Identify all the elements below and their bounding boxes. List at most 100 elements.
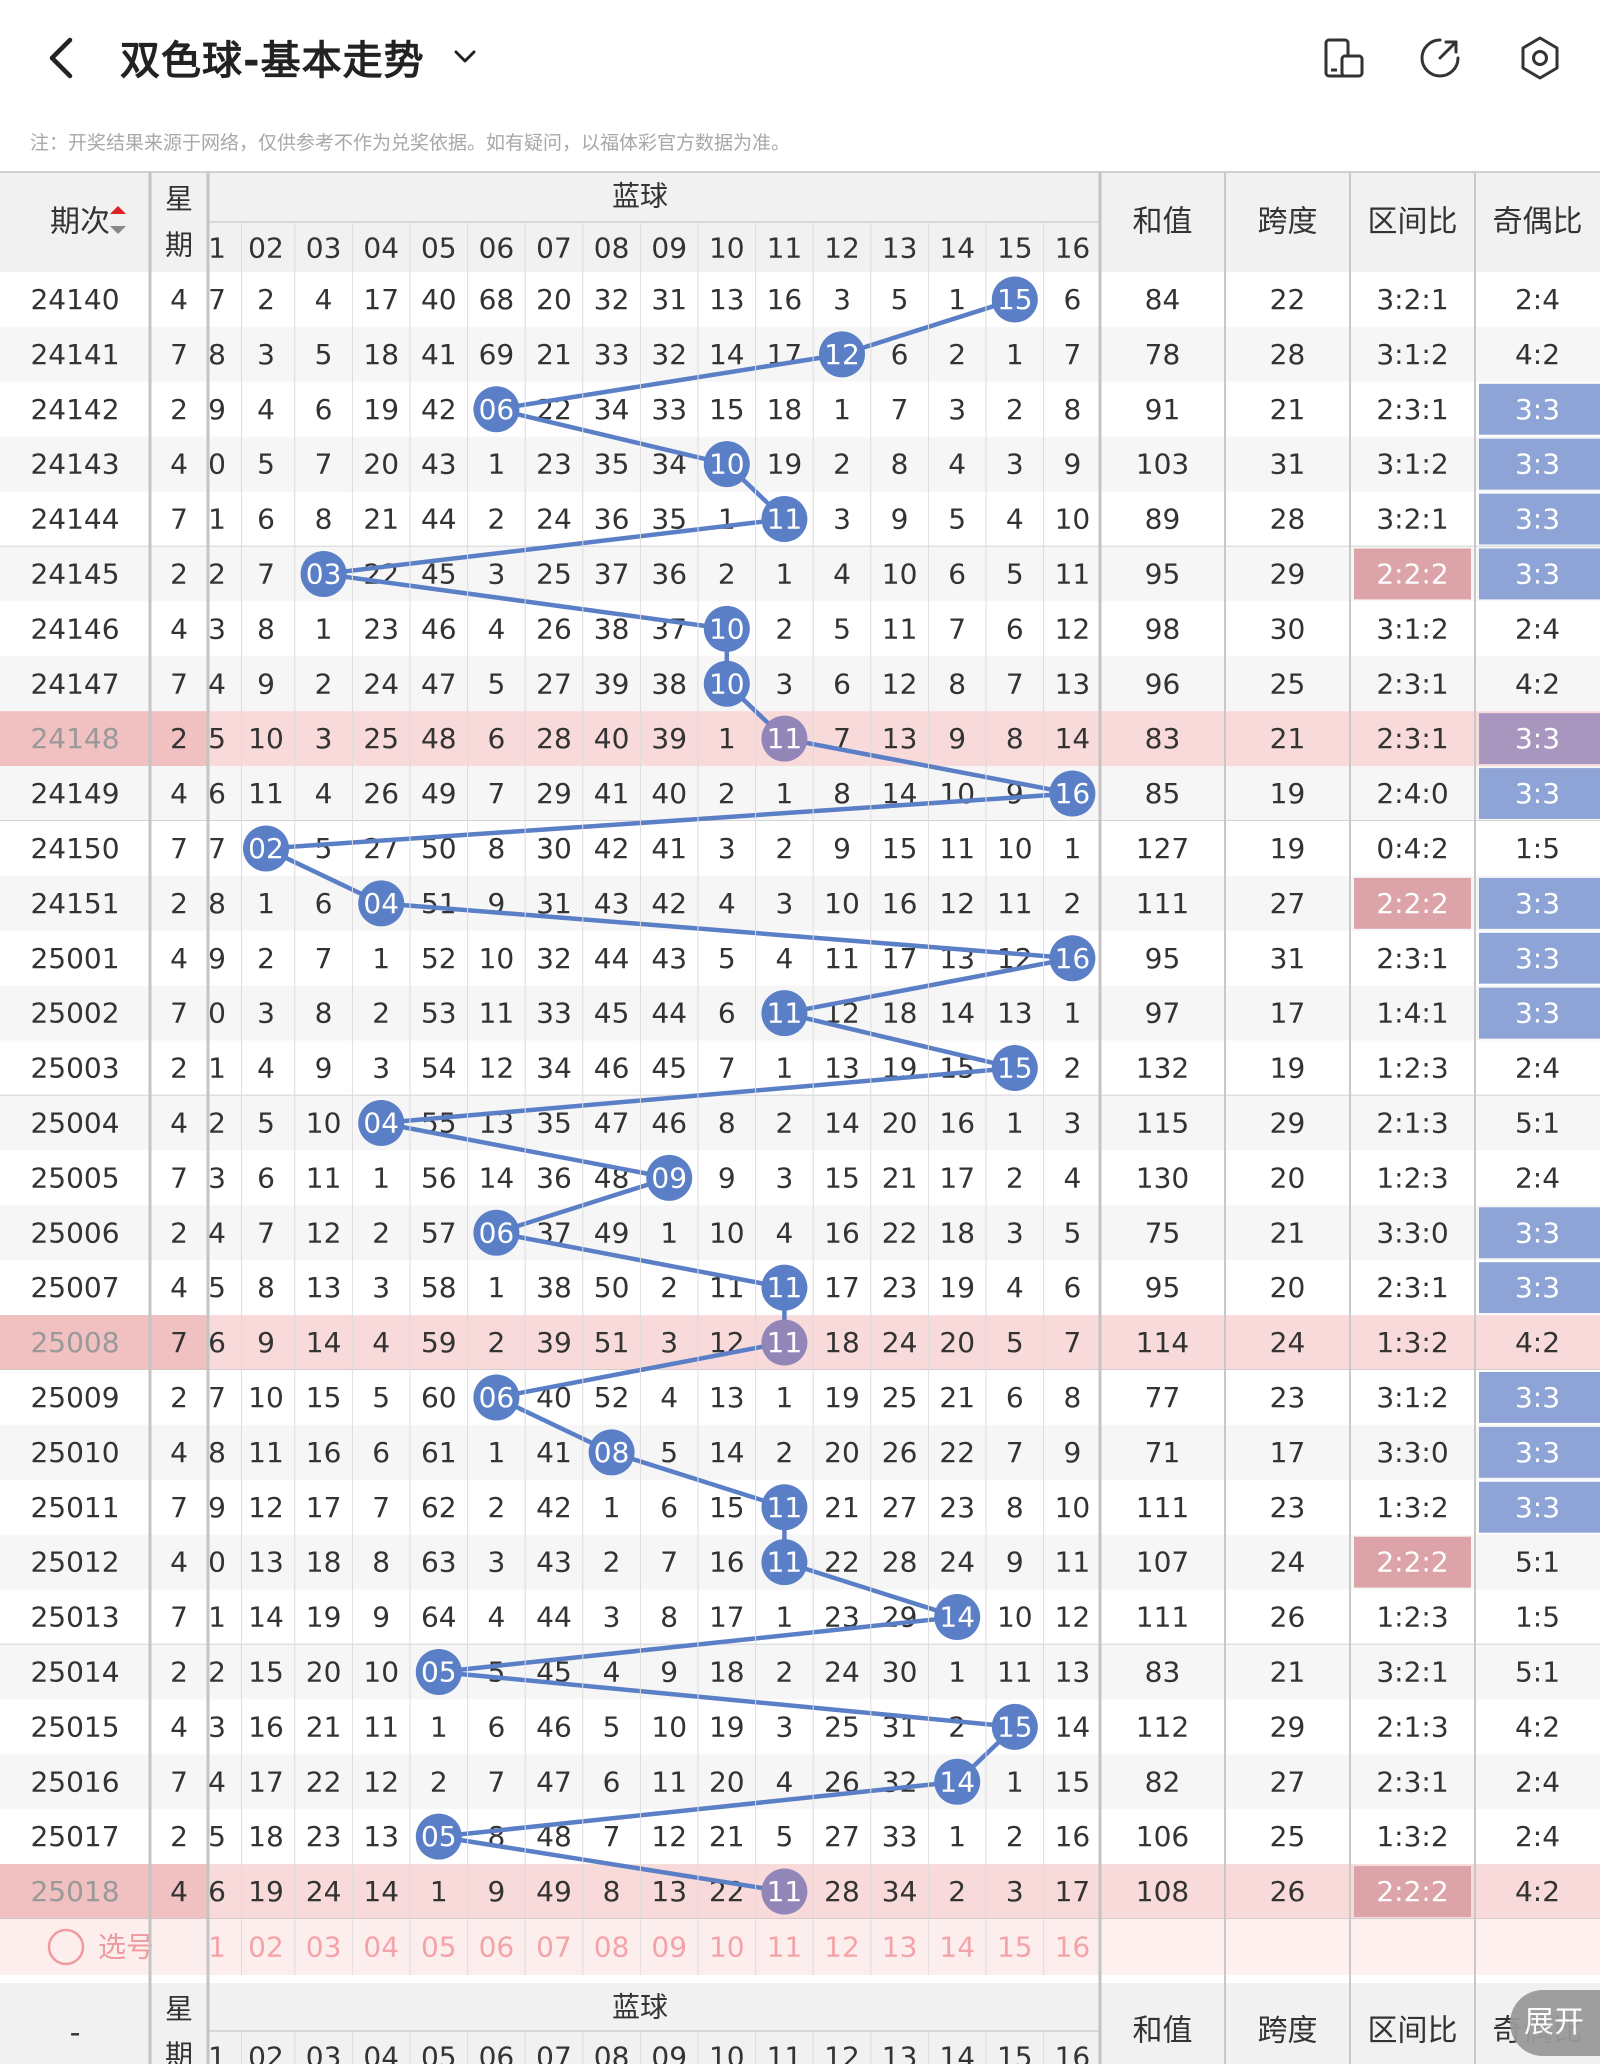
omission-value: 5 bbox=[891, 283, 909, 316]
omission-value: 61 bbox=[421, 1436, 457, 1469]
omission-value: 39 bbox=[594, 667, 630, 700]
select-ball-06[interactable]: 06 bbox=[479, 1931, 515, 1964]
bottom-blue-header-05: 05 bbox=[421, 2041, 457, 2064]
oddeven-ratio: 5:1 bbox=[1515, 1106, 1560, 1139]
select-ball-04[interactable]: 04 bbox=[363, 1931, 399, 1964]
omission-value: 1 bbox=[1063, 997, 1081, 1030]
omission-value: 27 bbox=[363, 832, 399, 865]
select-ball-11[interactable]: 11 bbox=[767, 1931, 803, 1964]
zone-ratio: 1:3:2 bbox=[1376, 1326, 1448, 1359]
omission-value: 44 bbox=[594, 942, 630, 975]
sort-down-icon[interactable] bbox=[110, 226, 126, 234]
select-ball-14[interactable]: 14 bbox=[939, 1931, 975, 1964]
omission-value: 49 bbox=[536, 1875, 572, 1908]
omission-value: 28 bbox=[536, 722, 572, 755]
select-ball-07[interactable]: 07 bbox=[536, 1931, 572, 1964]
omission-value: 17 bbox=[248, 1765, 284, 1798]
omission-value: 12 bbox=[651, 1820, 687, 1853]
blue-ball bbox=[473, 386, 520, 433]
blue-ball-number: 11 bbox=[767, 1875, 803, 1908]
select-ball-05[interactable]: 05 bbox=[421, 1931, 457, 1964]
oddeven-ratio: 3:3 bbox=[1515, 887, 1560, 920]
omission-value: 5 bbox=[718, 942, 736, 975]
bottom-issue-placeholder: - bbox=[70, 2016, 81, 2051]
zone-ratio: 2:1:3 bbox=[1376, 1106, 1448, 1139]
bottom-blue-header-07: 07 bbox=[536, 2041, 572, 2064]
omission-value: 4 bbox=[1006, 1271, 1024, 1304]
chevron-down-icon[interactable] bbox=[448, 40, 482, 74]
blue-ball-number: 12 bbox=[824, 338, 860, 371]
omission-value: 1 bbox=[718, 722, 736, 755]
omission-value: 8 bbox=[1063, 393, 1081, 426]
omission-value: 44 bbox=[651, 997, 687, 1030]
omission-value: 1 bbox=[775, 1381, 793, 1414]
omission-value: 24 bbox=[939, 1546, 975, 1579]
omission-value: 15 bbox=[1055, 1765, 1091, 1798]
omission-value: 6 bbox=[1063, 1271, 1081, 1304]
omission-value: 1 bbox=[430, 1875, 448, 1908]
omission-value: 26 bbox=[363, 777, 399, 810]
omission-value: 6 bbox=[208, 1326, 226, 1359]
omission-value: 20 bbox=[939, 1326, 975, 1359]
weekday: 4 bbox=[170, 777, 188, 810]
omission-value: 43 bbox=[536, 1546, 572, 1579]
layout-toggle-icon[interactable] bbox=[1320, 34, 1368, 82]
omission-value: 24 bbox=[306, 1875, 342, 1908]
select-ball-09[interactable]: 09 bbox=[651, 1931, 687, 1964]
expand-button[interactable]: 展开 bbox=[1510, 1990, 1600, 2056]
weekday: 7 bbox=[170, 1326, 188, 1359]
settings-icon[interactable] bbox=[1516, 34, 1564, 82]
select-label[interactable]: 选号 bbox=[98, 1931, 154, 1964]
omission-value: 16 bbox=[824, 1216, 860, 1249]
omission-value: 5 bbox=[603, 1710, 621, 1743]
page-title[interactable]: 双色球-基本走势 bbox=[120, 38, 425, 84]
select-ball-08[interactable]: 08 bbox=[594, 1931, 630, 1964]
blue-ball-number: 15 bbox=[997, 1710, 1033, 1743]
sort-up-icon[interactable] bbox=[110, 206, 126, 214]
omission-value: 40 bbox=[421, 283, 457, 316]
select-ball-03[interactable]: 03 bbox=[306, 1931, 342, 1964]
select-ball-01[interactable]: 1 bbox=[208, 1931, 226, 1964]
omission-value: 3 bbox=[775, 1161, 793, 1194]
span-value: 28 bbox=[1270, 338, 1306, 371]
select-ball-10[interactable]: 10 bbox=[709, 1931, 745, 1964]
select-ball-02[interactable]: 02 bbox=[248, 1931, 284, 1964]
col-header-issue[interactable]: 期次 bbox=[50, 205, 110, 240]
select-ball-15[interactable]: 15 bbox=[997, 1931, 1033, 1964]
omission-value: 42 bbox=[594, 832, 630, 865]
omission-value: 64 bbox=[421, 1601, 457, 1634]
select-ball-16[interactable]: 16 bbox=[1055, 1931, 1091, 1964]
blue-ball-number: 16 bbox=[1055, 942, 1091, 975]
omission-value: 8 bbox=[208, 338, 226, 371]
oddeven-ratio: 2:4 bbox=[1515, 612, 1560, 645]
omission-value: 2 bbox=[1006, 393, 1024, 426]
omission-value: 8 bbox=[257, 612, 275, 645]
omission-value: 10 bbox=[1055, 503, 1091, 536]
omission-value: 32 bbox=[651, 338, 687, 371]
omission-value: 33 bbox=[882, 1820, 918, 1853]
blue-ball bbox=[358, 880, 405, 927]
blue-ball-number: 11 bbox=[767, 1271, 803, 1304]
blue-header-01: 1 bbox=[208, 232, 226, 265]
omission-value: 27 bbox=[824, 1820, 860, 1853]
blue-header-11: 11 bbox=[767, 232, 803, 265]
oddeven-highlight bbox=[1479, 1426, 1600, 1478]
zone-ratio: 2:3:1 bbox=[1376, 942, 1448, 975]
omission-value: 7 bbox=[1063, 338, 1081, 371]
share-icon[interactable] bbox=[1416, 34, 1464, 82]
select-ball-12[interactable]: 12 bbox=[824, 1931, 860, 1964]
issue-number: 25016 bbox=[30, 1765, 119, 1798]
issue-number: 25014 bbox=[30, 1655, 119, 1688]
select-ball-13[interactable]: 13 bbox=[882, 1931, 918, 1964]
omission-value: 17 bbox=[939, 1161, 975, 1194]
omission-value: 8 bbox=[833, 777, 851, 810]
select-radio-icon[interactable] bbox=[47, 1928, 85, 1966]
omission-value: 8 bbox=[372, 1546, 390, 1579]
bottom-blue-header-10: 10 bbox=[709, 2041, 745, 2064]
omission-value: 42 bbox=[421, 393, 457, 426]
omission-value: 12 bbox=[248, 1491, 284, 1524]
highlight-cell bbox=[0, 1864, 208, 1919]
back-arrow-icon[interactable] bbox=[40, 30, 84, 86]
span-value: 29 bbox=[1270, 1710, 1306, 1743]
omission-value: 11 bbox=[997, 887, 1033, 920]
